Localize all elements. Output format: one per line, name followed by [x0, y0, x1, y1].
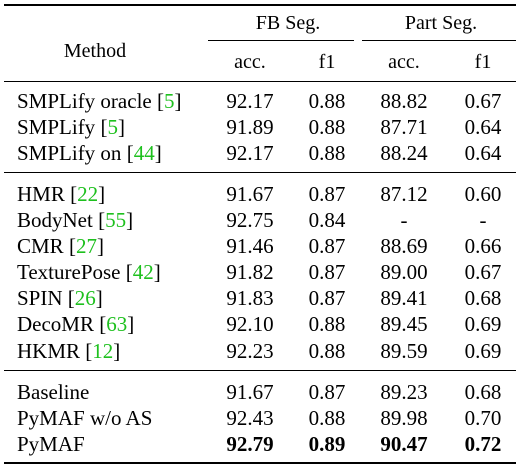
fb-f1: 0.84 — [308, 208, 346, 232]
method-name: Baseline — [17, 380, 90, 404]
part-f1: 0.67 — [464, 89, 502, 113]
part-f1: 0.70 — [464, 406, 502, 430]
method-name: PyMAF — [17, 432, 85, 456]
method-name: SPIN [26] — [17, 286, 103, 310]
part-acc: 89.45 — [380, 312, 428, 336]
fb-f1: 0.88 — [308, 89, 346, 113]
part-f1: 0.69 — [464, 339, 502, 363]
method-name: HKMR [12] — [17, 339, 121, 363]
header-part-f1: f1 — [474, 51, 492, 73]
method-name: CMR [27] — [17, 234, 104, 258]
header-rule — [4, 81, 516, 82]
fb-acc: 92.75 — [226, 208, 274, 232]
part-acc: 87.71 — [380, 115, 428, 139]
part-acc: 88.69 — [380, 234, 428, 258]
part-f1: 0.64 — [464, 115, 502, 139]
fb-acc: 92.43 — [226, 406, 274, 430]
method-name: SMPLify oracle [5] — [17, 89, 182, 113]
fb-acc: 91.82 — [226, 260, 274, 284]
header-fb-acc: acc. — [234, 51, 266, 73]
fb-f1: 0.87 — [308, 286, 346, 310]
part-f1: 0.72 — [464, 432, 502, 456]
table-row: Baseline 91.67 0.87 89.23 0.68 — [0, 379, 520, 405]
method-name: SMPLify [5] — [17, 115, 125, 139]
bottom-rule — [4, 462, 516, 464]
table-row: HMR [22] 91.67 0.87 87.12 0.60 — [0, 181, 520, 207]
header-part-seg: Part Seg. — [404, 12, 478, 34]
fb-f1: 0.88 — [308, 115, 346, 139]
table-row: SMPLify on [44] 92.17 0.88 88.24 0.64 — [0, 140, 520, 166]
method-name: DecoMR [63] — [17, 312, 135, 336]
part-f1: 0.60 — [464, 182, 502, 206]
table-row: CMR [27] 91.46 0.87 88.69 0.66 — [0, 233, 520, 259]
table-row: BodyNet [55] 92.75 0.84 - - — [0, 207, 520, 233]
table-row: TexturePose [42] 91.82 0.87 89.00 0.67 — [0, 259, 520, 285]
fb-acc: 91.67 — [226, 380, 274, 404]
part-f1: 0.68 — [464, 380, 502, 404]
fb-f1: 0.88 — [308, 141, 346, 165]
fb-f1: 0.87 — [308, 234, 346, 258]
fb-f1: 0.88 — [308, 406, 346, 430]
fb-acc: 91.46 — [226, 234, 274, 258]
table-row: PyMAF 92.79 0.89 90.47 0.72 — [0, 431, 520, 457]
fb-seg-subrule — [208, 40, 354, 41]
fb-acc: 92.10 — [226, 312, 274, 336]
fb-acc: 91.83 — [226, 286, 274, 310]
part-f1: - — [479, 208, 487, 232]
fb-f1: 0.89 — [308, 432, 346, 456]
part-seg-subrule — [362, 40, 516, 41]
part-acc: 90.47 — [380, 432, 428, 456]
fb-f1: 0.87 — [308, 182, 346, 206]
header-method: Method — [63, 40, 127, 62]
table-row: SMPLify [5] 91.89 0.88 87.71 0.64 — [0, 114, 520, 140]
table-row: HKMR [12] 92.23 0.88 89.59 0.69 — [0, 338, 520, 364]
header-fb-seg: FB Seg. — [255, 12, 321, 34]
fb-f1: 0.88 — [308, 339, 346, 363]
fb-f1: 0.87 — [308, 380, 346, 404]
fb-acc: 92.79 — [226, 432, 274, 456]
section-rule-2 — [4, 370, 516, 371]
part-acc: 89.98 — [380, 406, 428, 430]
part-acc: - — [400, 208, 408, 232]
table-row: PyMAF w/o AS 92.43 0.88 89.98 0.70 — [0, 405, 520, 431]
part-f1: 0.67 — [464, 260, 502, 284]
fb-acc: 91.67 — [226, 182, 274, 206]
fb-f1: 0.87 — [308, 260, 346, 284]
part-f1: 0.64 — [464, 141, 502, 165]
fb-acc: 92.17 — [226, 89, 274, 113]
header-fb-f1: f1 — [318, 51, 336, 73]
part-acc: 89.41 — [380, 286, 428, 310]
fb-acc: 92.17 — [226, 141, 274, 165]
part-f1: 0.66 — [464, 234, 502, 258]
method-name: BodyNet [55] — [17, 208, 134, 232]
fb-f1: 0.88 — [308, 312, 346, 336]
table-row: DecoMR [63] 92.10 0.88 89.45 0.69 — [0, 311, 520, 337]
part-acc: 89.23 — [380, 380, 428, 404]
part-acc: 89.00 — [380, 260, 428, 284]
part-acc: 89.59 — [380, 339, 428, 363]
part-f1: 0.68 — [464, 286, 502, 310]
table-row: SPIN [26] 91.83 0.87 89.41 0.68 — [0, 285, 520, 311]
method-name: HMR [22] — [17, 182, 106, 206]
part-acc: 87.12 — [380, 182, 428, 206]
method-name: PyMAF w/o AS — [17, 406, 153, 430]
method-name: TexturePose [42] — [17, 260, 161, 284]
top-rule — [4, 4, 516, 6]
method-name: SMPLify on [44] — [17, 141, 162, 165]
table-row: SMPLify oracle [5] 92.17 0.88 88.82 0.67 — [0, 88, 520, 114]
part-acc: 88.24 — [380, 141, 428, 165]
part-f1: 0.69 — [464, 312, 502, 336]
fb-acc: 91.89 — [226, 115, 274, 139]
fb-acc: 92.23 — [226, 339, 274, 363]
section-rule-1 — [4, 172, 516, 173]
part-acc: 88.82 — [380, 89, 428, 113]
header-part-acc: acc. — [388, 51, 420, 73]
